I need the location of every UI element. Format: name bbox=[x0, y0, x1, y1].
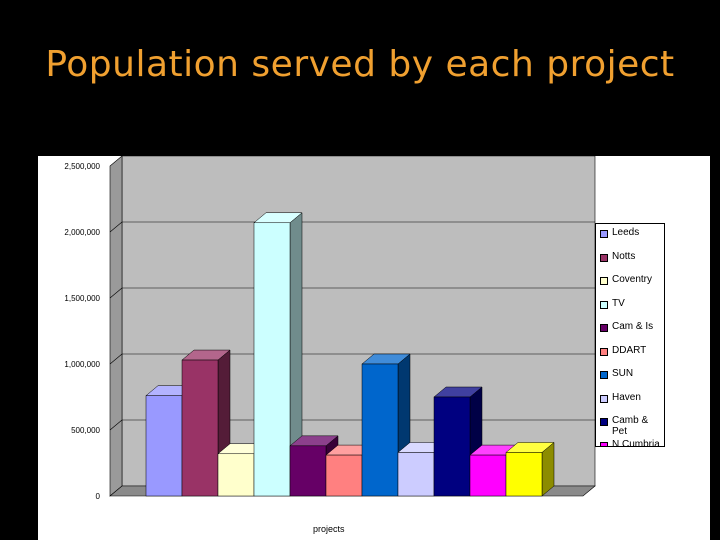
legend-item: Camb & Pet bbox=[600, 415, 664, 437]
gridline-side bbox=[109, 419, 123, 431]
legend-swatch bbox=[600, 441, 608, 446]
legend-item: Coventry bbox=[600, 274, 664, 285]
bar bbox=[217, 453, 255, 497]
legend-label: Camb & Pet bbox=[612, 415, 649, 437]
legend-item: Leeds bbox=[600, 227, 664, 238]
legend-label: Coventry bbox=[612, 274, 653, 285]
legend-swatch bbox=[600, 347, 608, 356]
legend-label: Leeds bbox=[612, 227, 640, 238]
slide-title: Population served by each project bbox=[45, 44, 675, 85]
bar bbox=[145, 395, 183, 497]
y-tick-label: 500,000 bbox=[71, 426, 100, 435]
legend-swatch bbox=[600, 230, 608, 238]
legend-swatch bbox=[600, 277, 608, 285]
y-tick-label: 0 bbox=[96, 492, 101, 501]
legend-swatch bbox=[600, 300, 608, 309]
x-axis-label: projects bbox=[313, 524, 345, 534]
legend-swatch bbox=[600, 371, 608, 379]
bar bbox=[433, 396, 471, 497]
y-tick-label: 1,500,000 bbox=[64, 294, 100, 303]
chart-side-wall bbox=[109, 156, 123, 497]
legend-swatch bbox=[600, 324, 608, 332]
legend-item: Notts bbox=[600, 251, 664, 262]
legend-swatch bbox=[600, 418, 608, 426]
legend-label: Haven bbox=[612, 391, 641, 403]
legend-label: TV bbox=[612, 297, 625, 309]
bar bbox=[325, 454, 363, 497]
legend-label: Cam & Is bbox=[612, 321, 654, 332]
bar bbox=[289, 445, 327, 497]
y-tick-label: 2,000,000 bbox=[64, 228, 100, 237]
legend-label: SUN bbox=[612, 368, 634, 379]
gridline-side bbox=[109, 353, 123, 365]
legend-item: DDART bbox=[600, 345, 664, 356]
bar-chart: 0 500,000 1,000,000 1,500,000 2,000,000 2,500… bbox=[64, 156, 596, 501]
chart-panel: 0 500,000 1,000,000 1,500,000 2,000,000 2,500… bbox=[38, 156, 710, 540]
gridline-side bbox=[109, 221, 123, 233]
legend-label: N Cumbria bbox=[612, 438, 660, 447]
legend-item: SUN bbox=[600, 368, 664, 379]
legend-swatch bbox=[600, 253, 608, 262]
bar bbox=[397, 452, 435, 497]
y-tick-label: 2,500,000 bbox=[64, 162, 100, 171]
legend-item: Haven bbox=[600, 392, 664, 403]
chart-legend: Leeds Notts Coventry TV Cam & Is DDART SUN Have… bbox=[595, 223, 665, 447]
legend-item: TV bbox=[600, 298, 664, 309]
legend-label: Notts bbox=[612, 250, 636, 262]
legend-label: DDART bbox=[612, 344, 647, 356]
gridline-side bbox=[109, 287, 123, 299]
bar bbox=[505, 452, 543, 497]
bar bbox=[361, 363, 399, 497]
legend-swatch bbox=[600, 394, 608, 403]
bar bbox=[253, 222, 291, 497]
legend-item: N Cumbria bbox=[600, 438, 664, 447]
bar bbox=[469, 454, 507, 497]
bar bbox=[181, 359, 219, 497]
y-tick-label: 1,000,000 bbox=[64, 360, 100, 369]
legend-item: Cam & Is bbox=[600, 321, 664, 332]
